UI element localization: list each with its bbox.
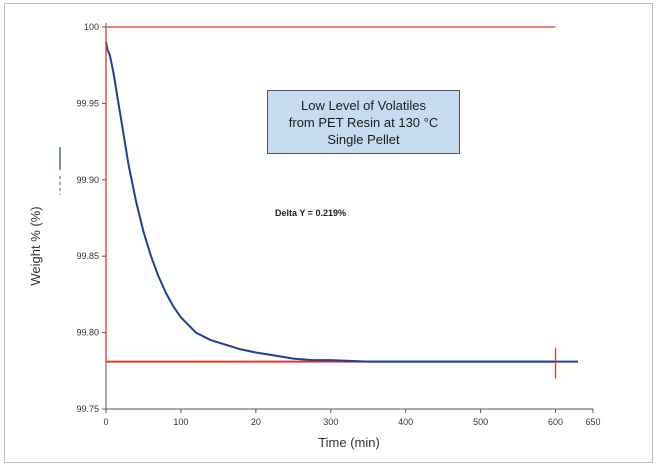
- x-axis-label: Time (min): [318, 435, 380, 450]
- x-tick-label: 500: [473, 417, 488, 427]
- y-tick-label: 99.75: [76, 404, 99, 414]
- x-tick-label: 300: [323, 417, 338, 427]
- chart-frame: [4, 3, 653, 463]
- x-tick-label: 650: [585, 417, 600, 427]
- axes-group: [105, 23, 593, 410]
- chart-title-line-3: Single Pellet: [327, 131, 400, 147]
- y-tick-label: 99.85: [76, 251, 99, 261]
- x-ticks: 0 100 20 300 400 500 600 650: [103, 409, 601, 427]
- y-tick-label: 100: [84, 22, 99, 32]
- vertical-markers: [105, 27, 557, 379]
- y-axis-label-group: Weight % (%): [28, 147, 61, 286]
- y-ticks: 99.75 99.80 99.85 99.90 99.95 100: [76, 22, 106, 414]
- y-tick-label: 99.80: [76, 328, 99, 338]
- delta-y-annotation: Delta Y = 0.219%: [275, 208, 346, 218]
- y-axis-label: Weight % (%): [28, 206, 43, 285]
- reference-lines: [106, 26, 556, 363]
- x-tick-label: 0: [103, 417, 108, 427]
- x-tick-label: 100: [173, 417, 188, 427]
- x-tick-label: 400: [398, 417, 413, 427]
- chart-title-line-2: from PET Resin at 130 °C: [288, 114, 439, 130]
- y-tick-label: 99.95: [76, 98, 99, 108]
- y-tick-label: 99.90: [76, 175, 99, 185]
- series-group: [105, 42, 578, 363]
- x-tick-label: 20: [251, 417, 261, 427]
- chart-title-line-1: Low Level of Volatiles: [300, 97, 427, 113]
- chart-title-box: Low Level of Volatiles from PET Resin at…: [267, 90, 460, 154]
- x-tick-label: 600: [548, 417, 563, 427]
- weight-series-line: [105, 42, 578, 363]
